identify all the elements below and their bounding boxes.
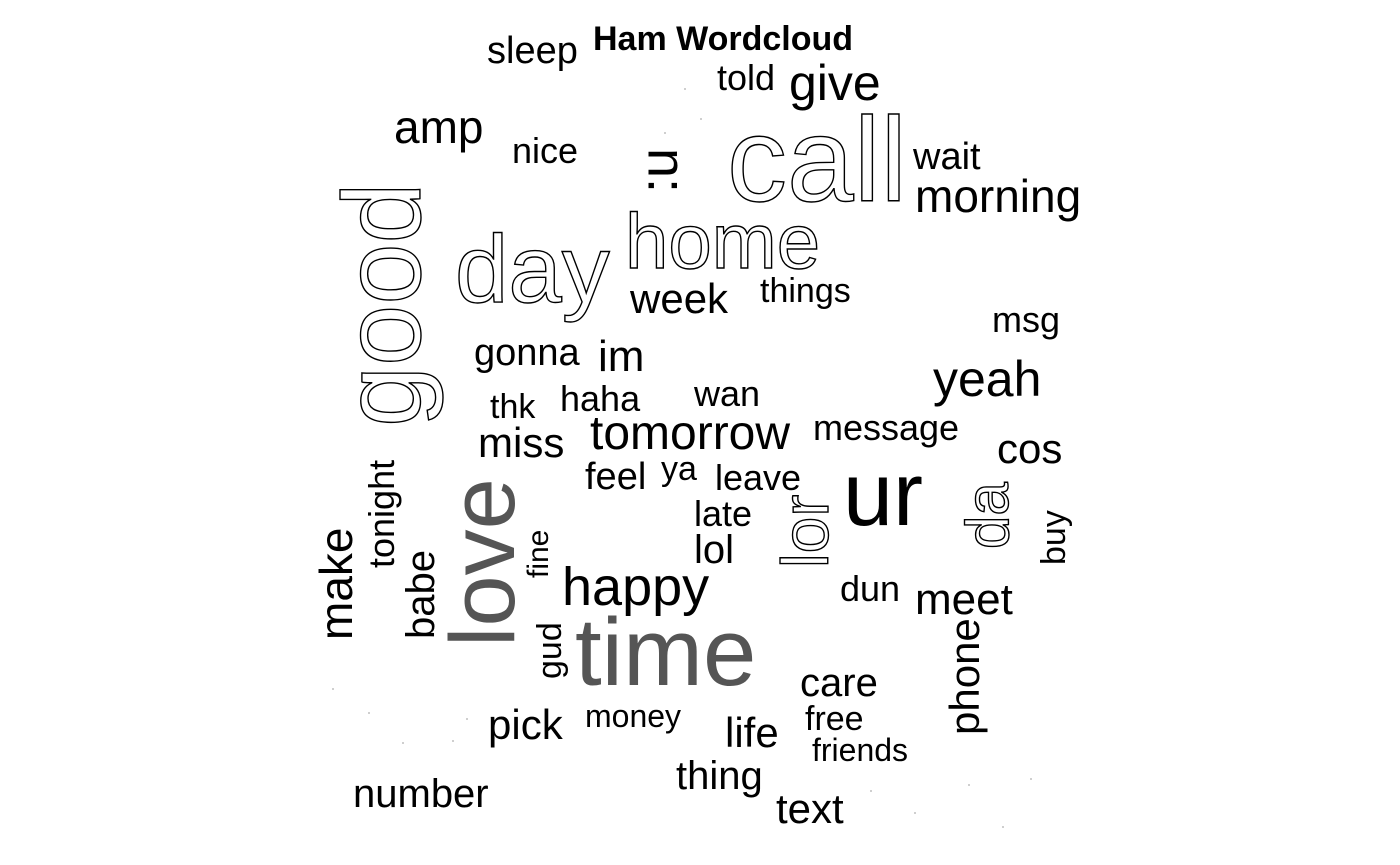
word-meet: meet xyxy=(915,575,1013,624)
word-tonight: tonight xyxy=(361,459,402,568)
word-happy: happy xyxy=(562,557,710,617)
word-late: late xyxy=(694,493,753,534)
word-text: text xyxy=(776,785,844,832)
word-tomorrow: tomorrow xyxy=(590,407,791,460)
word-care: care xyxy=(800,661,878,705)
word-good: good xyxy=(320,182,444,428)
word-buy: buy xyxy=(1035,510,1073,565)
word-cos: cos xyxy=(997,425,1063,472)
word-told: told xyxy=(717,57,776,98)
scan-speck xyxy=(402,742,404,744)
word-wait: wait xyxy=(913,136,981,178)
word-gonna: gonna xyxy=(474,332,580,374)
word-feel: feel xyxy=(585,456,647,498)
word-friends: friends xyxy=(812,732,909,768)
scan-speck xyxy=(1030,778,1032,780)
word-call: call xyxy=(726,93,908,227)
scan-speck xyxy=(452,740,454,742)
scan-speck xyxy=(1002,826,1004,828)
word-haha: haha xyxy=(560,378,641,419)
word-time: time xyxy=(575,599,757,706)
scan-speck xyxy=(700,118,702,120)
word-ucolon-u: :u xyxy=(629,147,689,193)
word-love: love xyxy=(432,478,534,647)
word-pick: pick xyxy=(488,701,563,748)
word-babe: babe xyxy=(399,550,443,639)
word-free: free xyxy=(805,700,864,738)
word-im: im xyxy=(598,332,645,381)
word-number: number xyxy=(353,772,489,816)
word-wan: wan xyxy=(694,373,761,414)
word-home: home xyxy=(624,197,821,285)
word-da: da xyxy=(953,482,1021,550)
word-life: life xyxy=(725,709,779,756)
word-message: message xyxy=(813,407,960,448)
word-yeah: yeah xyxy=(933,351,1042,407)
word-lor: lor xyxy=(767,494,842,569)
scan-speck xyxy=(684,88,686,90)
word-ya: ya xyxy=(661,450,697,488)
chart-title: Ham Wordcloud xyxy=(593,20,854,58)
word-morning: morning xyxy=(915,170,1082,222)
scan-speck xyxy=(914,812,916,814)
word-week: week xyxy=(630,275,729,322)
word-give: give xyxy=(789,55,881,111)
scan-speck xyxy=(368,712,370,714)
scan-speck xyxy=(466,718,468,720)
scan-speck xyxy=(870,790,872,792)
word-fine: fine xyxy=(522,529,555,578)
word-money: money xyxy=(585,698,682,734)
scan-speck xyxy=(332,688,334,690)
word-thk: thk xyxy=(490,388,536,426)
word-lol: lol xyxy=(694,528,735,572)
word-sleep: sleep xyxy=(487,30,578,72)
word-miss: miss xyxy=(478,419,565,466)
word-msg: msg xyxy=(992,299,1061,340)
word-ur: ur xyxy=(843,445,924,545)
word-day: day xyxy=(454,216,610,323)
word-nice: nice xyxy=(512,130,579,171)
word-gud: gud xyxy=(531,622,569,679)
word-make: make xyxy=(310,527,362,640)
word-amp: amp xyxy=(394,101,484,153)
word-thing: thing xyxy=(676,754,763,798)
word-things: things xyxy=(760,272,851,310)
word-leave: leave xyxy=(715,457,802,498)
scan-speck xyxy=(968,784,970,786)
word-dun: dun xyxy=(840,568,901,609)
scan-speck xyxy=(664,132,666,134)
word-phone: phone xyxy=(941,618,988,735)
